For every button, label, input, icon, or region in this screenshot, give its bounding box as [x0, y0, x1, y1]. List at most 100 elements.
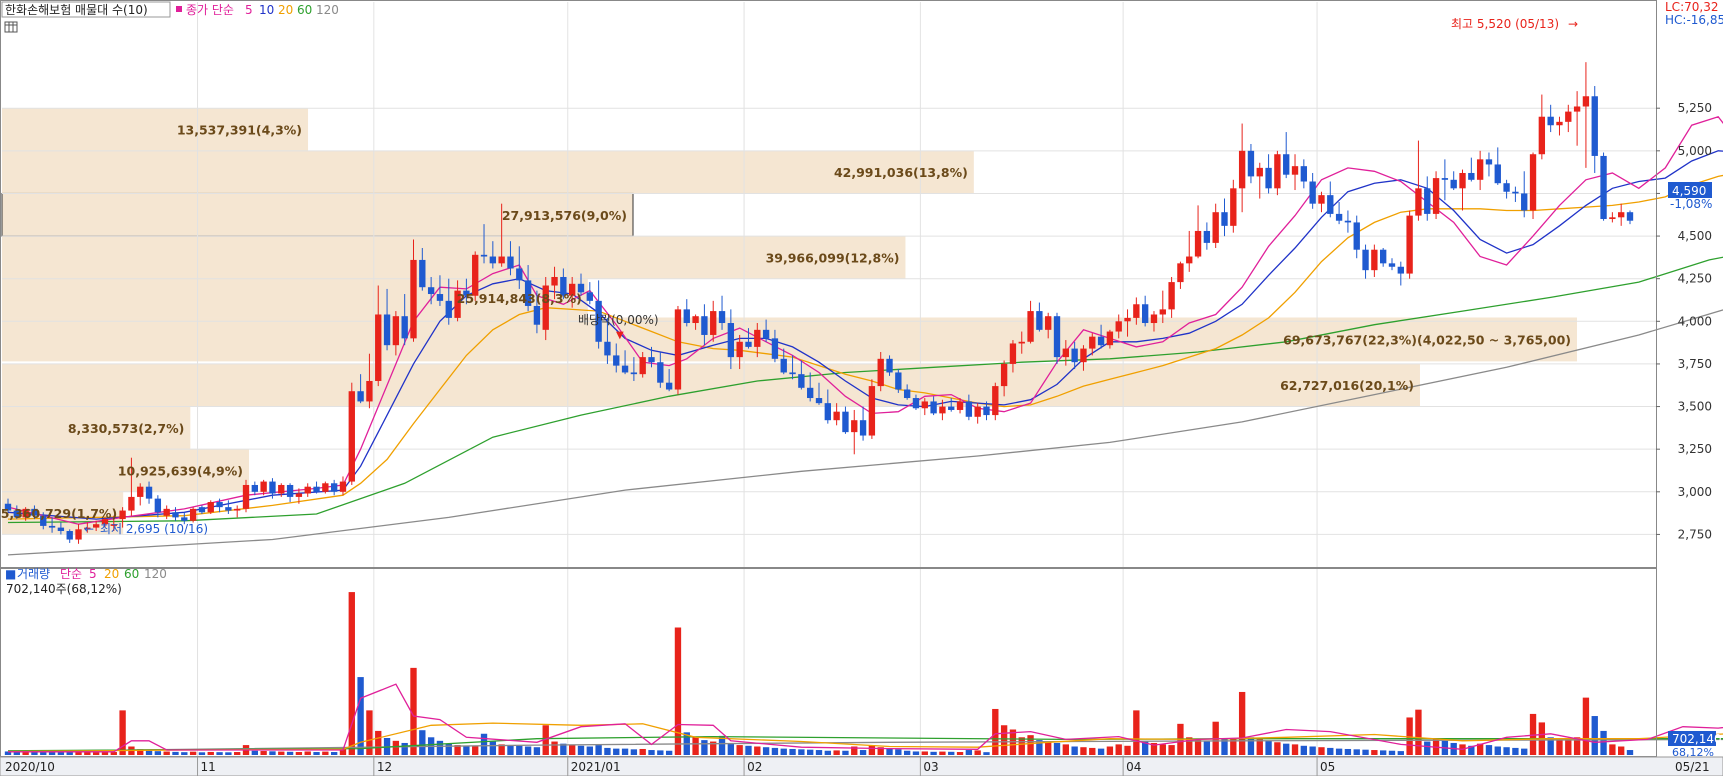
candle-body	[1335, 213, 1343, 221]
date-label: 04	[1126, 760, 1141, 774]
candle-body	[762, 329, 770, 339]
candle-body	[1582, 96, 1590, 107]
candle-body	[401, 316, 408, 339]
volume-bar	[621, 748, 629, 755]
volume-bar	[1265, 740, 1272, 755]
volume-bar	[401, 742, 408, 755]
candle-body	[1027, 311, 1034, 342]
candle-body	[234, 508, 241, 511]
volume-bar	[1556, 739, 1563, 755]
candle-body	[842, 411, 849, 433]
candle-body	[1238, 150, 1246, 189]
volume-bar	[1291, 744, 1299, 755]
candle-body	[824, 403, 831, 421]
table-icon[interactable]	[4, 21, 18, 33]
lc-readout: LC:70,32	[1665, 0, 1718, 14]
volume-bar	[1397, 751, 1404, 755]
volume-bar	[868, 745, 876, 755]
candle-body	[1406, 215, 1413, 274]
candle-body	[983, 406, 990, 416]
volume-bar	[1053, 742, 1061, 755]
volume-bar	[824, 750, 831, 755]
volume-bar	[172, 751, 179, 755]
volume-profile-bar	[2, 449, 249, 492]
volume-bar	[498, 744, 505, 755]
price-legend-box[interactable]	[1, 1, 171, 18]
candle-body	[498, 256, 505, 264]
volume-profile-label: 69,673,767(22,3%)(4,022,50 ~ 3,765,00)	[1283, 332, 1571, 347]
volume-bar	[1036, 740, 1043, 755]
volume-bar	[13, 752, 20, 755]
candle-body	[992, 386, 999, 416]
volume-bar	[930, 751, 937, 755]
volume-bar	[1547, 737, 1554, 755]
volume-bar	[1168, 745, 1175, 755]
candle-body	[1591, 96, 1598, 156]
volume-bar	[57, 752, 65, 755]
candle-body	[1476, 159, 1484, 180]
volume-bar	[524, 746, 532, 755]
candle-body	[1141, 304, 1149, 324]
volume-bar	[348, 592, 355, 755]
volume-bar	[1318, 747, 1325, 755]
volume-bar	[1388, 750, 1396, 755]
candle-body	[251, 484, 258, 492]
candle-body	[1009, 343, 1017, 364]
volume-bar	[921, 751, 928, 755]
volume-bar	[639, 748, 646, 755]
low-annotation: 최저 2,695 (10/16)	[100, 522, 208, 536]
candle-body	[48, 525, 56, 528]
volume-profile-label: 8,330,573(2,7%)	[68, 421, 184, 436]
candle-body	[57, 527, 65, 532]
low-arrow-icon: ←	[84, 522, 94, 536]
candle-body	[1212, 212, 1219, 243]
volume-bar	[983, 752, 990, 755]
candle-body	[1626, 212, 1634, 221]
candle-body	[216, 502, 223, 508]
candle-body	[1124, 317, 1131, 322]
candle-body	[1362, 249, 1369, 271]
candle-body	[1556, 121, 1563, 126]
date-label: 11	[201, 760, 216, 774]
candle-body	[1168, 282, 1175, 310]
last-price-change: -1,08%	[1670, 197, 1712, 211]
candle-body	[31, 508, 38, 516]
volume-bar	[1141, 741, 1149, 755]
candle-body	[163, 508, 170, 516]
candle-body	[13, 510, 20, 518]
volume-bar	[1582, 697, 1590, 755]
volume-legend-series: 단순	[60, 567, 82, 581]
candle-body	[1177, 263, 1184, 283]
volume-bar	[604, 747, 611, 755]
volume-bar	[1327, 747, 1334, 755]
price-tick-label: 3,000	[1678, 485, 1712, 499]
candle-body	[419, 259, 426, 288]
volume-bar	[912, 751, 920, 755]
candle-body	[1503, 183, 1510, 192]
volume-bar	[577, 745, 585, 755]
candle-body	[692, 316, 699, 324]
candle-body	[507, 256, 514, 269]
hc-readout: HC:-16,85	[1665, 13, 1723, 27]
volume-bar	[762, 747, 770, 755]
volume-bar	[75, 751, 82, 755]
candle-body	[542, 285, 549, 330]
candle-body	[780, 358, 787, 373]
candle-body	[392, 316, 400, 346]
candle-body	[569, 283, 576, 296]
candle-body	[930, 401, 937, 414]
candle-body	[851, 420, 858, 433]
candle-body	[1186, 256, 1193, 264]
volume-bar	[1115, 744, 1122, 755]
volume-bar	[1089, 747, 1096, 755]
volume-bar	[198, 752, 206, 755]
legend-marker	[176, 6, 182, 12]
volume-bar	[463, 746, 470, 755]
candle-body	[630, 372, 638, 375]
candle-body	[1459, 172, 1466, 189]
candle-body	[1565, 111, 1572, 122]
candle-body	[1247, 150, 1255, 177]
last-volume-pct: 68,12%	[1672, 746, 1714, 759]
candle-body	[1309, 181, 1316, 204]
